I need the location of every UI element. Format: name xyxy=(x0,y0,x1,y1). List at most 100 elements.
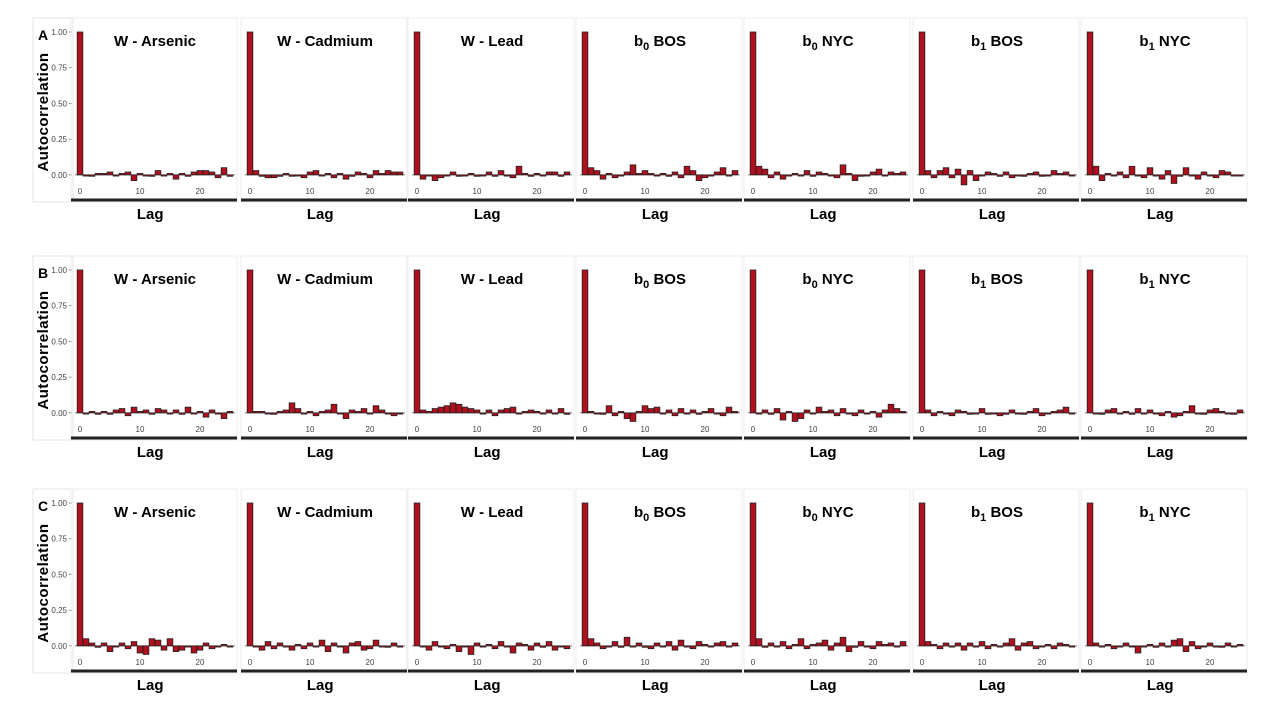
acf-bar xyxy=(551,171,559,176)
acf-bar xyxy=(282,173,290,176)
acf-bar xyxy=(82,174,90,177)
acf-bar xyxy=(348,642,356,647)
acf-bar xyxy=(1050,411,1058,414)
panel-title: b1 BOS xyxy=(971,33,1023,53)
acf-bar xyxy=(1146,409,1154,414)
acf-bar xyxy=(270,174,278,179)
acf-bar xyxy=(942,167,950,176)
acf-bar xyxy=(246,31,254,176)
acf-bar xyxy=(803,645,811,650)
acf-bar xyxy=(396,645,404,648)
acf-bar xyxy=(184,406,192,414)
acf-bar xyxy=(1020,642,1028,647)
acf-bar xyxy=(515,642,523,647)
panel-frame xyxy=(240,255,408,441)
x-tick-label: 10 xyxy=(978,187,987,196)
acf-bar xyxy=(360,408,368,414)
acf-bar xyxy=(887,171,895,176)
acf-bar xyxy=(677,174,685,179)
acf-bar xyxy=(455,645,463,652)
acf-bar xyxy=(701,411,709,414)
acf-bar xyxy=(990,412,998,415)
acf-bar xyxy=(1188,174,1196,177)
panel-frame xyxy=(743,17,911,203)
panel-title: b1 NYC xyxy=(1139,33,1190,53)
acf-bar xyxy=(252,170,260,176)
acf-bar xyxy=(497,409,505,414)
x-tick-label: 20 xyxy=(1038,658,1047,667)
acf-bar xyxy=(942,642,950,647)
acf-bar xyxy=(605,173,613,176)
acf-bar xyxy=(1206,174,1214,177)
acf-bar xyxy=(857,641,865,647)
acf-bar xyxy=(1110,408,1118,414)
acf-bar xyxy=(1152,174,1160,177)
x-tick-label: 10 xyxy=(1146,187,1155,196)
y-tick-label: 0.75 xyxy=(51,302,67,311)
x-axis-label: Lag xyxy=(810,444,837,461)
acf-bar xyxy=(791,644,799,647)
panel-frame xyxy=(70,17,238,203)
panel-frame xyxy=(240,17,408,203)
acf-bar xyxy=(118,173,126,176)
acf-bar xyxy=(306,642,314,647)
y-tick-label: 0.50 xyxy=(51,99,67,108)
acf-bar xyxy=(178,173,186,176)
x-tick-label: 10 xyxy=(136,187,145,196)
acf-bar xyxy=(551,412,559,415)
acf-bar xyxy=(936,170,944,176)
acf-bar xyxy=(545,171,553,176)
acf-bar xyxy=(300,174,308,179)
acf-bar xyxy=(330,403,338,414)
acf-bar xyxy=(990,644,998,647)
acf-bar xyxy=(491,412,499,417)
acf-bar xyxy=(984,171,992,176)
acf-bar xyxy=(713,412,721,415)
acf-bar xyxy=(214,645,222,648)
acf-bar xyxy=(1236,644,1244,647)
y-tick-label: 0.00 xyxy=(51,409,67,418)
panel-title: b0 NYC xyxy=(802,271,853,291)
acf-bar xyxy=(731,642,739,647)
acf-bar xyxy=(521,173,529,176)
acf-bar xyxy=(611,641,619,647)
acf-bar xyxy=(184,645,192,648)
acf-bar xyxy=(220,167,228,176)
x-tick-label: 0 xyxy=(583,658,588,667)
acf-bar xyxy=(984,645,992,650)
acf-bar xyxy=(473,174,481,177)
acf-bar xyxy=(220,644,228,647)
acf-bar xyxy=(396,171,404,176)
acf-bar xyxy=(372,639,380,647)
x-tick-label: 10 xyxy=(136,425,145,434)
acf-bar xyxy=(605,405,613,414)
acf-bar xyxy=(214,412,222,415)
acf-bar xyxy=(1068,645,1076,648)
x-tick-label: 10 xyxy=(1146,425,1155,434)
panel-a-4: b0 BOS 0 10 20 Lag xyxy=(575,17,743,223)
x-tick-label: 10 xyxy=(978,425,987,434)
acf-bar xyxy=(190,645,198,654)
panel-frame xyxy=(575,255,743,441)
x-tick-label: 0 xyxy=(78,658,83,667)
acf-bar xyxy=(479,174,487,177)
acf-bar xyxy=(839,636,847,647)
acf-bar xyxy=(851,174,859,181)
acf-bar xyxy=(629,645,637,648)
acf-bar xyxy=(118,408,126,414)
panel-b-5: b0 NYC 0 10 20 Lag xyxy=(743,255,911,461)
acf-bar xyxy=(154,170,162,176)
x-tick-label: 20 xyxy=(869,658,878,667)
acf-bar xyxy=(659,173,667,176)
acf-bar xyxy=(857,174,865,177)
acf-bar xyxy=(1134,174,1142,177)
acf-bar xyxy=(1200,645,1208,648)
acf-bar xyxy=(413,269,421,414)
acf-bar xyxy=(166,412,174,415)
acf-bar xyxy=(252,645,260,648)
panel-title: b0 BOS xyxy=(634,271,686,291)
acf-bar xyxy=(797,412,805,419)
acf-bar xyxy=(966,170,974,176)
acf-bar xyxy=(1188,405,1196,414)
x-axis-label: Lag xyxy=(474,206,501,223)
